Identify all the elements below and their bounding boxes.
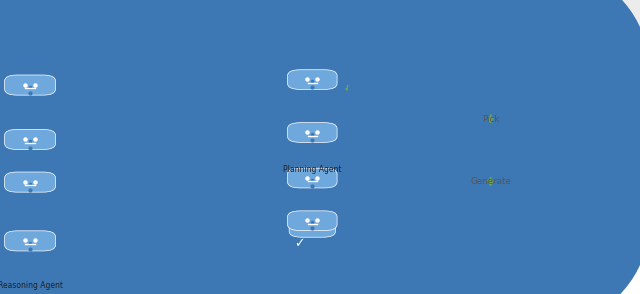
FancyBboxPatch shape bbox=[68, 104, 188, 127]
FancyBboxPatch shape bbox=[353, 126, 628, 176]
Text: Deductive:: Deductive: bbox=[366, 138, 421, 147]
FancyBboxPatch shape bbox=[68, 231, 172, 254]
Text: Please return the selected option in JSON
format.: Please return the selected option in JSO… bbox=[56, 201, 229, 221]
Text: Hint: Hint bbox=[366, 197, 388, 206]
FancyBboxPatch shape bbox=[3, 25, 640, 294]
Text: Pick: Pick bbox=[482, 115, 499, 123]
Text: {"Answer": "(D)"}: {"Answer": "(D)"} bbox=[83, 238, 157, 247]
FancyBboxPatch shape bbox=[3, 68, 640, 294]
FancyBboxPatch shape bbox=[4, 231, 56, 251]
FancyBboxPatch shape bbox=[0, 29, 339, 294]
FancyBboxPatch shape bbox=[68, 64, 216, 99]
Text: At least 13 female teachers.: At least 13 female teachers. bbox=[68, 176, 188, 185]
Text: : Combine (1) and (2) ...: : Combine (1) and (2) ... bbox=[390, 197, 499, 206]
FancyArrowPatch shape bbox=[344, 86, 348, 90]
FancyBboxPatch shape bbox=[0, 0, 621, 225]
FancyBboxPatch shape bbox=[0, 0, 621, 278]
Text: Deductive,
Inductive, Reflection, Finish...: Deductive, Inductive, Reflection, Finish… bbox=[424, 83, 557, 103]
FancyBboxPatch shape bbox=[68, 193, 216, 229]
FancyBboxPatch shape bbox=[4, 172, 56, 192]
FancyBboxPatch shape bbox=[0, 0, 339, 284]
FancyBboxPatch shape bbox=[289, 78, 335, 96]
Text: Combine (1) and (2), determine the
minimum young female teacher number.: Combine (1) and (2), determine the minim… bbox=[56, 71, 229, 92]
FancyBboxPatch shape bbox=[289, 177, 335, 195]
Text: Problem: One seminar had 18 participants. It is known that :(1) ..; (2) ...; (3): Problem: One seminar had 18 participants… bbox=[8, 5, 540, 14]
FancyBboxPatch shape bbox=[6, 84, 54, 102]
FancyBboxPatch shape bbox=[0, 68, 621, 294]
Text: How many young female teachers must
there be to satisfy all conditions?: How many young female teachers must ther… bbox=[58, 137, 227, 158]
Text: given premises, or rules of inference: given premises, or rules of inference bbox=[366, 154, 532, 163]
Text: Options: (A) ..(B) ...(C) ... (D) ..: Options: (A) ..(B) ...(C) ... (D) .. bbox=[8, 37, 140, 46]
FancyBboxPatch shape bbox=[68, 129, 216, 165]
FancyBboxPatch shape bbox=[6, 139, 54, 157]
Circle shape bbox=[280, 235, 319, 252]
FancyBboxPatch shape bbox=[0, 0, 339, 230]
Text: At least 11 female teachers.: At least 11 female teachers. bbox=[68, 111, 188, 120]
FancyBboxPatch shape bbox=[0, 0, 369, 230]
Text: can be concluded?: can be concluded? bbox=[8, 21, 90, 31]
Text: Meta Strategy Pool:: Meta Strategy Pool: bbox=[440, 75, 541, 84]
Text: Reasoning Agent: Reasoning Agent bbox=[0, 281, 63, 290]
FancyBboxPatch shape bbox=[4, 75, 56, 95]
FancyBboxPatch shape bbox=[0, 0, 369, 284]
FancyBboxPatch shape bbox=[4, 129, 56, 150]
Text: ✓: ✓ bbox=[294, 237, 305, 250]
FancyBboxPatch shape bbox=[3, 0, 640, 278]
FancyBboxPatch shape bbox=[289, 131, 335, 149]
FancyBboxPatch shape bbox=[3, 0, 640, 225]
FancyBboxPatch shape bbox=[353, 188, 628, 215]
FancyBboxPatch shape bbox=[6, 240, 54, 258]
Text: Planning Agent: Planning Agent bbox=[283, 165, 342, 174]
FancyBboxPatch shape bbox=[287, 70, 337, 89]
Text: Draw a conclusion based on: Draw a conclusion based on bbox=[414, 138, 544, 147]
FancyBboxPatch shape bbox=[353, 66, 628, 113]
FancyBboxPatch shape bbox=[287, 168, 337, 188]
Text: One Round Planning: One Round Planning bbox=[443, 276, 539, 285]
FancyBboxPatch shape bbox=[287, 123, 337, 142]
FancyBboxPatch shape bbox=[0, 0, 640, 57]
FancyBboxPatch shape bbox=[0, 29, 369, 294]
FancyBboxPatch shape bbox=[0, 88, 369, 294]
FancyBboxPatch shape bbox=[68, 169, 188, 192]
FancyBboxPatch shape bbox=[289, 220, 335, 237]
FancyBboxPatch shape bbox=[0, 88, 339, 294]
FancyBboxPatch shape bbox=[0, 25, 621, 294]
FancyBboxPatch shape bbox=[6, 181, 54, 199]
FancyBboxPatch shape bbox=[287, 211, 337, 230]
Text: Generate: Generate bbox=[470, 177, 511, 186]
